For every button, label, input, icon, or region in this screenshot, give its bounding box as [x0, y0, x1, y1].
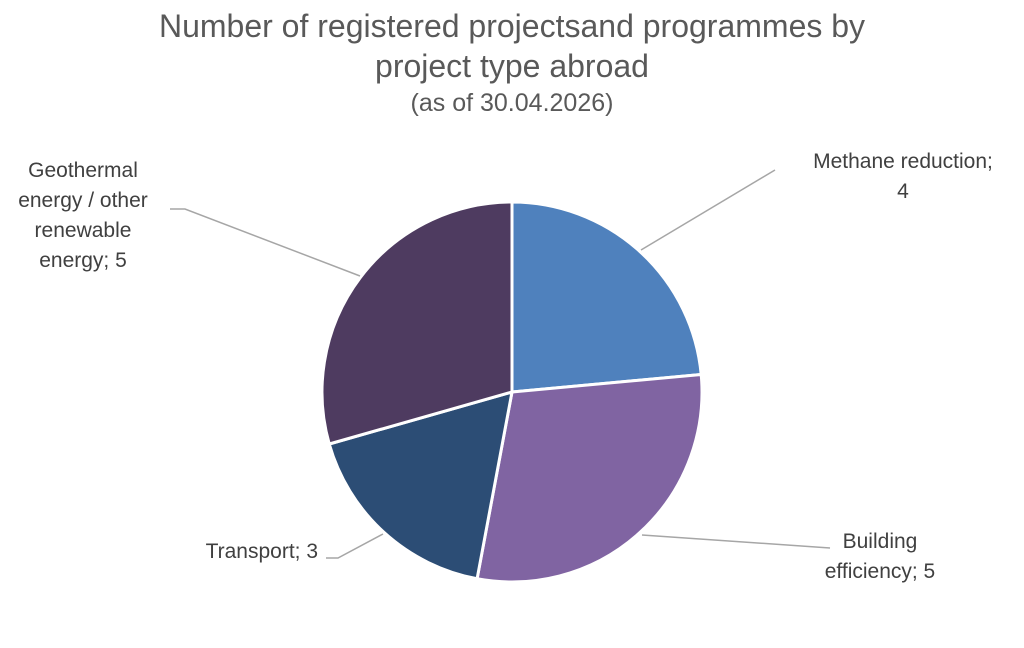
slice-label-line: 4 [897, 180, 909, 203]
chart-title: Number of registered projectsand program… [0, 6, 1024, 86]
slice-label-line: Transport; 3 [206, 540, 318, 563]
leader-line-4 [170, 208, 361, 277]
slice-label-line: Building [843, 530, 918, 553]
slice-label-line: renewable [35, 219, 132, 242]
leader-line-1 [640, 169, 776, 251]
slice-label-3: Transport; 3 [206, 540, 318, 563]
slice-label-line: energy; 5 [39, 249, 127, 272]
slice-label-1: Methane reduction; 4 [813, 150, 993, 203]
slice-label-2: Building efficiency; 5 [825, 530, 936, 583]
pie-slice-3 [327, 390, 514, 581]
chart-subtitle: (as of 30.04.2026) [410, 89, 614, 117]
slice-label-line: Geothermal [28, 159, 138, 182]
chart-title-line-2: project type abroad [375, 48, 649, 84]
leader-line-2 [641, 534, 831, 549]
slice-label-line: efficiency; 5 [825, 560, 936, 583]
chart-title-line-1: Number of registered projectsand program… [158, 8, 866, 44]
leader-line-3 [326, 533, 384, 559]
slice-label-4: Geothermal energy / other renewable energy;… [18, 159, 148, 272]
pie-slice-4 [320, 200, 514, 446]
slice-label-line: Methane reduction; [813, 150, 993, 173]
pie-slice-2 [475, 372, 704, 584]
slice-label-line: energy / other [18, 189, 148, 212]
pie-slice-1 [510, 200, 703, 394]
